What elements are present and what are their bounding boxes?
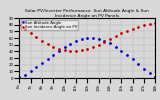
Sun Altitude Angle xyxy=(81,39,83,40)
Sun Altitude Angle xyxy=(149,73,151,74)
Sun Altitude Angle xyxy=(18,76,20,77)
Sun Incidence Angle on PV xyxy=(41,40,43,41)
Sun Altitude Angle xyxy=(41,63,43,64)
Sun Incidence Angle on PV xyxy=(137,26,139,27)
Sun Incidence Angle on PV xyxy=(98,44,100,45)
Sun Altitude Angle xyxy=(120,50,122,51)
Sun Incidence Angle on PV xyxy=(81,49,83,51)
Sun Altitude Angle xyxy=(58,50,60,51)
Sun Altitude Angle xyxy=(132,59,133,60)
Sun Incidence Angle on PV xyxy=(126,30,128,31)
Sun Altitude Angle xyxy=(137,63,139,65)
Sun Incidence Angle on PV xyxy=(47,43,48,45)
Line: Sun Altitude Angle: Sun Altitude Angle xyxy=(19,37,156,77)
Sun Altitude Angle xyxy=(75,41,77,42)
Sun Altitude Angle xyxy=(115,46,116,47)
Sun Incidence Angle on PV xyxy=(75,50,77,51)
Sun Altitude Angle xyxy=(103,40,105,41)
Sun Incidence Angle on PV xyxy=(92,46,94,47)
Sun Altitude Angle xyxy=(92,37,94,39)
Sun Altitude Angle xyxy=(98,38,100,39)
Sun Incidence Angle on PV xyxy=(103,41,105,43)
Sun Incidence Angle on PV xyxy=(143,25,145,26)
Sun Altitude Angle xyxy=(30,71,32,72)
Sun Incidence Angle on PV xyxy=(120,33,122,34)
Sun Altitude Angle xyxy=(52,54,54,55)
Sun Incidence Angle on PV xyxy=(132,28,133,29)
Sun Incidence Angle on PV xyxy=(52,46,54,47)
Sun Altitude Angle xyxy=(47,58,48,59)
Title: Solar PV/Inverter Performance  Sun Altitude Angle & Sun Incidence Angle on PV Pa: Solar PV/Inverter Performance Sun Altitu… xyxy=(25,9,149,18)
Sun Incidence Angle on PV xyxy=(115,35,116,37)
Sun Altitude Angle xyxy=(109,43,111,44)
Line: Sun Incidence Angle on PV: Sun Incidence Angle on PV xyxy=(19,23,156,51)
Sun Altitude Angle xyxy=(64,47,65,48)
Sun Altitude Angle xyxy=(24,74,26,75)
Sun Incidence Angle on PV xyxy=(35,36,37,37)
Sun Altitude Angle xyxy=(35,67,37,68)
Sun Altitude Angle xyxy=(143,68,145,69)
Sun Incidence Angle on PV xyxy=(30,32,32,33)
Sun Altitude Angle xyxy=(86,37,88,39)
Legend: Sun Altitude Angle, Sun Incidence Angle on PV: Sun Altitude Angle, Sun Incidence Angle … xyxy=(21,20,78,30)
Sun Incidence Angle on PV xyxy=(109,38,111,39)
Sun Incidence Angle on PV xyxy=(18,24,20,25)
Sun Altitude Angle xyxy=(69,43,71,45)
Sun Incidence Angle on PV xyxy=(154,23,156,24)
Sun Altitude Angle xyxy=(154,76,156,77)
Sun Altitude Angle xyxy=(126,54,128,55)
Sun Incidence Angle on PV xyxy=(24,28,26,29)
Sun Incidence Angle on PV xyxy=(86,48,88,49)
Sun Incidence Angle on PV xyxy=(149,23,151,25)
Sun Incidence Angle on PV xyxy=(58,48,60,49)
Sun Incidence Angle on PV xyxy=(64,49,65,51)
Sun Incidence Angle on PV xyxy=(69,50,71,51)
